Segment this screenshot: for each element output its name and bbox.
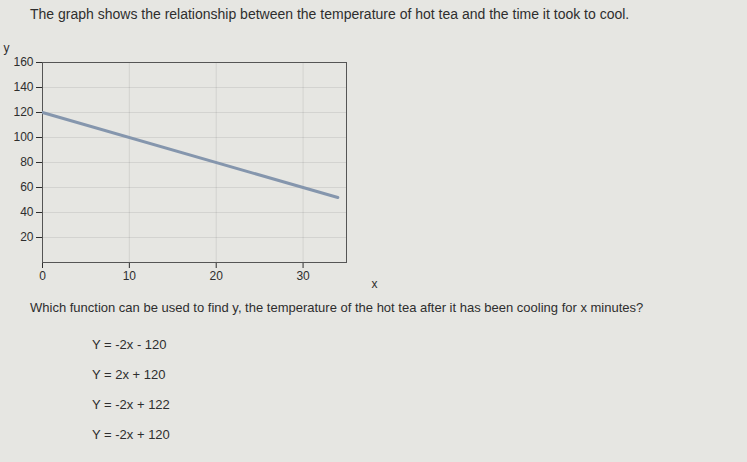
svg-text:20: 20 [210,269,224,283]
html-text:The graph shows the relationsh: The graph shows the relationship between… [30,6,630,22]
html-text:Y = -2x - 120: Y = -2x - 120 [92,337,167,352]
svg-text:x: x [372,277,378,291]
html-text:Which function can be used to: Which function can be used to find y, th… [30,300,644,315]
svg-text:0: 0 [39,269,46,283]
svg-text:40: 40 [20,205,34,219]
svg-text:20: 20 [20,230,34,244]
svg-text:120: 120 [13,105,33,119]
svg-text:60: 60 [20,180,34,194]
svg-text:30: 30 [296,269,310,283]
svg-text:100: 100 [13,130,33,144]
svg-text:10: 10 [123,269,137,283]
html-text:Y = -2x + 120: Y = -2x + 120 [92,427,170,442]
svg-text:140: 140 [13,80,33,94]
svg-text:y: y [4,41,10,55]
html-text:Y = 2x + 120: Y = 2x + 120 [92,367,166,382]
svg-text:80: 80 [20,155,34,169]
html-text:Y = -2x + 122: Y = -2x + 122 [92,397,170,412]
svg-text:160: 160 [13,55,33,69]
